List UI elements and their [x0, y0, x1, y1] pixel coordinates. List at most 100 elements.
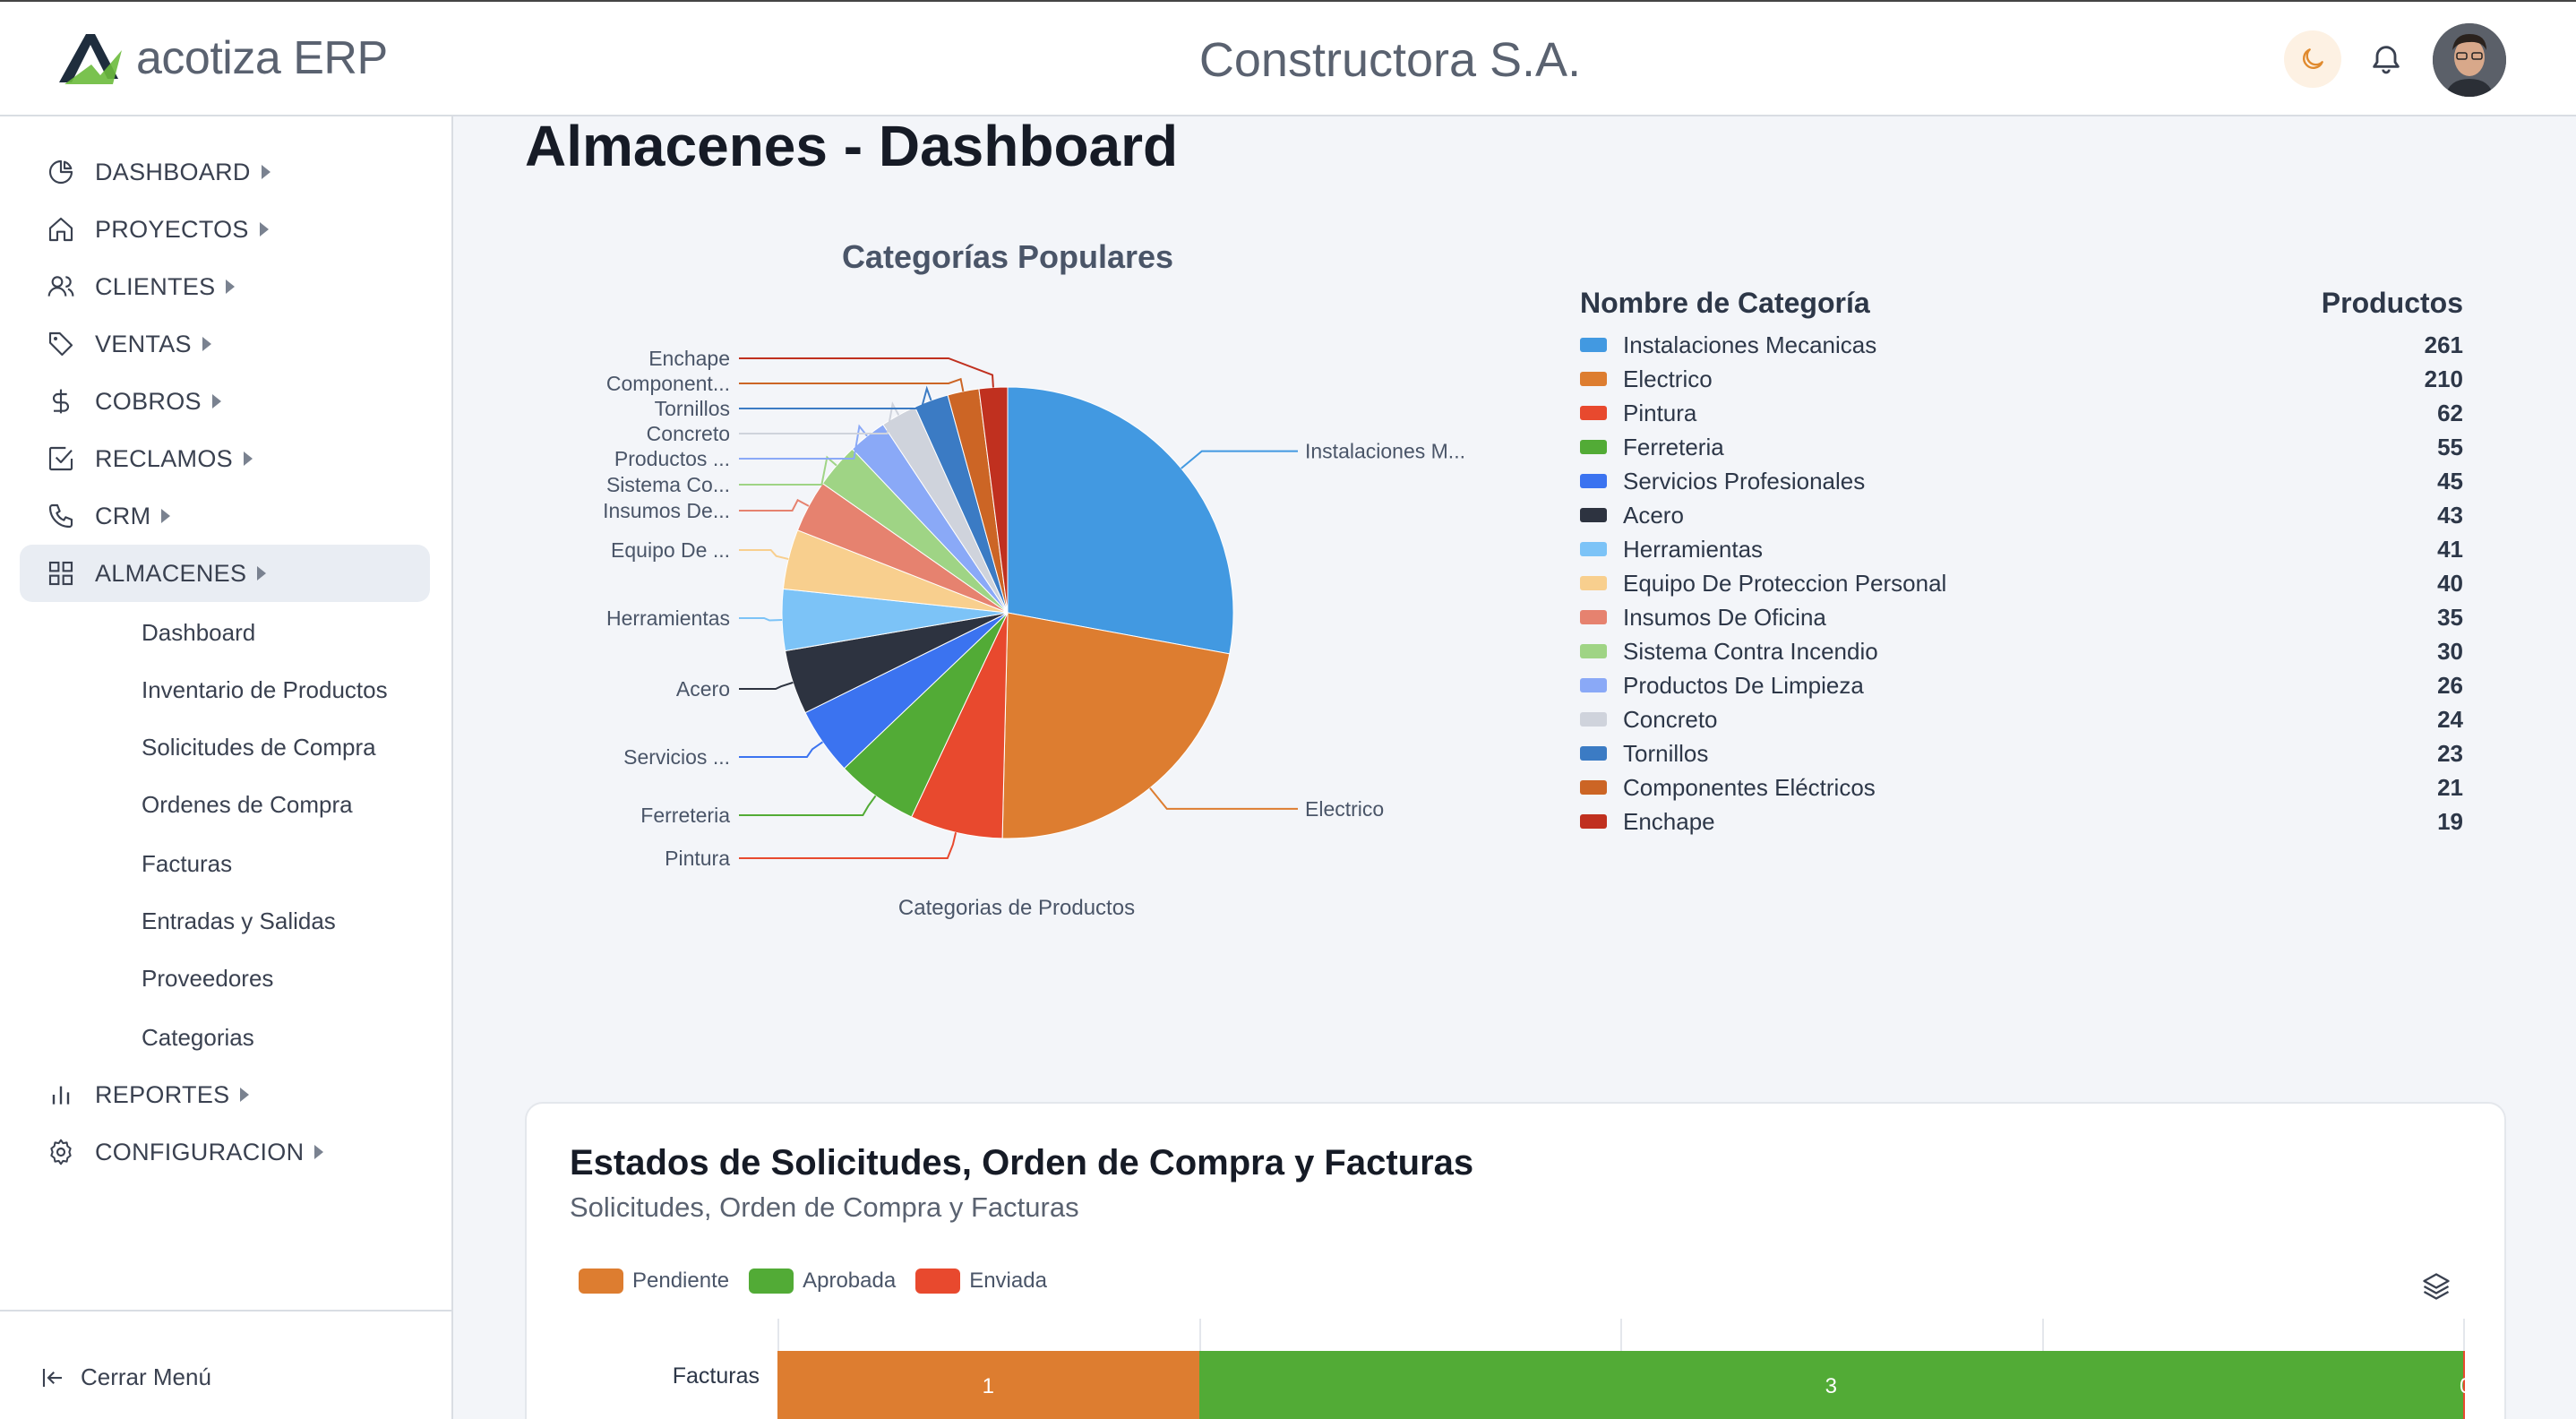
pie-chart-caption: Categorias de Productos	[897, 896, 1136, 920]
nav-crm[interactable]: CRM	[20, 487, 430, 545]
nav-crm-label: CRM	[95, 502, 151, 529]
bar-segment[interactable]: 1	[777, 1351, 1199, 1419]
nav-cobros[interactable]: COBROS	[20, 373, 430, 430]
bar-category-label: Facturas	[672, 1363, 760, 1389]
nav-reclamos[interactable]: RECLAMOS	[20, 430, 430, 487]
legend-item[interactable]: Pendiente	[579, 1268, 729, 1294]
subnav-dashboard[interactable]: Dashboard	[142, 619, 256, 646]
nav-reclamos-label: RECLAMOS	[95, 444, 233, 472]
category-count: 35	[2437, 603, 2463, 631]
close-menu-label: Cerrar Menú	[81, 1363, 211, 1390]
category-swatch	[1580, 338, 1607, 352]
caret-right-icon	[314, 1145, 324, 1159]
category-name: Instalaciones Mecanicas	[1623, 331, 1877, 358]
nav-reportes-label: REPORTES	[95, 1080, 230, 1108]
close-menu-button[interactable]: Cerrar Menú	[39, 1363, 211, 1391]
category-swatch	[1580, 780, 1607, 795]
subnav-solicitudes[interactable]: Solicitudes de Compra	[142, 734, 376, 761]
category-count: 40	[2437, 569, 2463, 597]
nav-dashboard[interactable]: DASHBOARD	[20, 143, 430, 201]
category-row: Equipo De Proteccion Personal 40	[1580, 566, 2463, 600]
status-chart-title: Estados de Solicitudes, Orden de Compra …	[570, 1143, 1474, 1182]
nav-clientes[interactable]: CLIENTES	[20, 258, 430, 315]
layers-button[interactable]	[2417, 1267, 2456, 1306]
subnav-proveedores[interactable]: Proveedores	[142, 965, 274, 992]
category-name: Pintura	[1623, 399, 1697, 426]
subnav-inventario[interactable]: Inventario de Productos	[142, 676, 388, 703]
subnav-entradas-salidas[interactable]: Entradas y Salidas	[142, 907, 336, 934]
legend-swatch	[579, 1268, 623, 1294]
category-swatch	[1580, 508, 1607, 522]
caret-right-icon	[257, 566, 267, 580]
subnav-facturas[interactable]: Facturas	[142, 850, 233, 877]
notifications-button[interactable]	[2361, 34, 2411, 84]
pie-slice-label: Insumos De...	[603, 499, 730, 522]
legend-item[interactable]: Enviada	[915, 1268, 1047, 1294]
category-row: Sistema Contra Incendio 30	[1580, 634, 2463, 668]
category-swatch	[1580, 712, 1607, 727]
gear-icon	[45, 1136, 77, 1168]
pie-leader-line	[739, 498, 810, 512]
category-row: Concreto 24	[1580, 702, 2463, 736]
status-chart-subtitle: Solicitudes, Orden de Compra y Facturas	[570, 1191, 1079, 1223]
category-name: Enchape	[1623, 807, 1715, 835]
tag-icon	[45, 328, 77, 360]
pie-leader-line	[739, 424, 868, 460]
bar-segment-label: 0	[2460, 1374, 2465, 1399]
nav-almacenes[interactable]: ALMACENES	[20, 545, 430, 602]
pie-slice-label: Herramientas	[606, 606, 730, 630]
category-name: Acero	[1623, 501, 1684, 529]
category-count: 21	[2437, 773, 2463, 801]
subnav-categorias[interactable]: Categorias	[142, 1024, 254, 1051]
collapse-left-icon	[42, 1368, 62, 1387]
category-swatch	[1580, 610, 1607, 624]
pie-leader-line	[739, 681, 794, 690]
grid-icon	[45, 557, 77, 589]
page-title: Almacenes - Dashboard	[525, 114, 1179, 178]
pie-leader-line	[1181, 450, 1298, 469]
category-swatch	[1580, 746, 1607, 761]
nav-ventas[interactable]: VENTAS	[20, 315, 430, 373]
bar-segment-label: 3	[1825, 1374, 1837, 1398]
nav-dashboard-label: DASHBOARD	[95, 158, 251, 185]
category-swatch	[1580, 678, 1607, 692]
pie-leader-line	[739, 549, 789, 561]
pie-slice-label: Pintura	[665, 847, 730, 870]
category-swatch	[1580, 814, 1607, 829]
pie-slice-label: Equipo De ...	[611, 538, 730, 562]
nav-reportes[interactable]: REPORTES	[20, 1066, 430, 1123]
category-swatch	[1580, 644, 1607, 658]
category-swatch	[1580, 440, 1607, 454]
category-name: Ferreteria	[1623, 433, 1724, 460]
legend-label: Enviada	[969, 1268, 1047, 1293]
category-table: Nombre de Categoría Productos Instalacio…	[1580, 278, 2463, 838]
category-count: 24	[2437, 705, 2463, 733]
user-avatar[interactable]	[2433, 23, 2506, 97]
caret-right-icon	[240, 1088, 250, 1102]
category-count: 55	[2437, 433, 2463, 460]
legend-item[interactable]: Aprobada	[749, 1268, 896, 1294]
category-count: 261	[2424, 331, 2463, 358]
subnav-ordenes[interactable]: Ordenes de Compra	[142, 791, 353, 818]
pie-leader-line	[739, 741, 823, 758]
pie-slice[interactable]	[1001, 612, 1231, 839]
pie-slice-label: Electrico	[1305, 797, 1384, 821]
bar-segment[interactable]: 3	[1198, 1351, 2463, 1419]
dark-mode-toggle[interactable]	[2284, 30, 2341, 88]
legend-swatch	[915, 1268, 961, 1294]
bar-segment[interactable]: 0	[2460, 1351, 2465, 1419]
caret-right-icon	[211, 394, 221, 408]
category-name: Productos De Limpieza	[1623, 671, 1864, 699]
category-name: Concreto	[1623, 705, 1718, 733]
pie-leader-line	[739, 401, 900, 434]
pie-leader-line	[1149, 787, 1298, 810]
category-row: Enchape 19	[1580, 804, 2463, 838]
pie-slice[interactable]	[1007, 386, 1234, 655]
nav-proyectos[interactable]: PROYECTOS	[20, 201, 430, 258]
nav-configuracion[interactable]: CONFIGURACION	[20, 1123, 430, 1181]
category-row: Instalaciones Mecanicas 261	[1580, 328, 2463, 362]
pie-slice-label: Servicios ...	[623, 745, 730, 769]
category-count: 19	[2437, 807, 2463, 835]
app-logo[interactable]: acotiza ERP	[56, 29, 388, 88]
nav-almacenes-label: ALMACENES	[95, 559, 247, 587]
